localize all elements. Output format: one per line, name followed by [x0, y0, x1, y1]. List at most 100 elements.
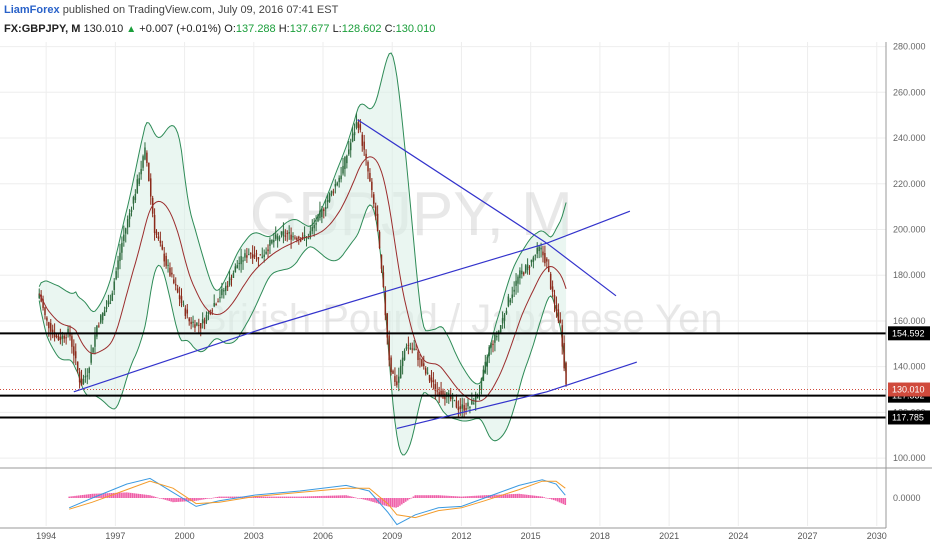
- x-tick-label: 2027: [798, 531, 818, 541]
- macd-histogram-bar: [354, 497, 357, 499]
- candle-body: [228, 277, 231, 285]
- current-price-tag: [888, 382, 930, 397]
- macd-histogram-bar: [327, 495, 330, 498]
- candle-body: [465, 408, 467, 410]
- bollinger-upper-band: [38, 52, 567, 385]
- candle-body: [357, 122, 360, 128]
- author-link[interactable]: LiamForex: [4, 4, 60, 16]
- candle-body: [119, 252, 121, 262]
- macd-histogram-bar: [216, 496, 219, 498]
- macd-histogram-bar: [291, 496, 294, 498]
- macd-histogram-bar: [326, 495, 328, 498]
- candle-body: [340, 175, 342, 180]
- macd-histogram-bar: [337, 495, 340, 498]
- macd-histogram-bar: [154, 496, 157, 498]
- macd-histogram-bar: [520, 494, 522, 498]
- macd-histogram-bar: [481, 495, 484, 498]
- x-tick-label: 2018: [590, 531, 610, 541]
- candle-body: [403, 350, 406, 360]
- candle-body: [563, 342, 565, 369]
- macd-histogram-bar: [349, 496, 351, 498]
- candle-body: [432, 380, 435, 383]
- macd-histogram-bar: [452, 496, 455, 498]
- macd-histogram-bar: [229, 496, 232, 498]
- macd-histogram-bar: [335, 495, 338, 498]
- candle-body: [461, 404, 463, 409]
- macd-histogram-bar: [316, 496, 319, 498]
- macd-histogram-bar: [531, 495, 534, 498]
- candle-body: [155, 231, 158, 235]
- time-axis[interactable]: 1994 1997 2000 2003 2006 2009 2012 2015 2018 2021…: [36, 531, 887, 541]
- candle-body: [513, 289, 515, 292]
- macd-histogram-bar: [70, 496, 72, 498]
- macd-histogram-bar: [424, 495, 426, 498]
- macd-histogram-bar: [74, 495, 76, 498]
- candle-body: [273, 239, 275, 243]
- macd-histogram-bar: [228, 496, 230, 498]
- open-label: O:: [224, 23, 236, 35]
- candle-body: [265, 251, 267, 254]
- macd-histogram-bar: [374, 498, 376, 503]
- candle-body: [176, 288, 179, 293]
- macd-histogram-bar: [391, 498, 394, 508]
- x-tick-label: 2012: [451, 531, 471, 541]
- level-price-label: 154.592: [892, 328, 925, 338]
- macd-histogram-bar: [489, 494, 492, 498]
- candle-body: [532, 257, 535, 262]
- candle-body: [201, 319, 204, 324]
- candle-body: [182, 303, 185, 305]
- candle-body: [330, 190, 333, 195]
- candle-body: [428, 374, 431, 381]
- candle-body: [374, 206, 377, 216]
- macd-histogram-bar: [393, 498, 395, 508]
- macd-histogram-bar: [304, 496, 307, 498]
- candle-body: [371, 181, 373, 191]
- candle-body: [48, 322, 50, 329]
- macd-histogram-bar: [535, 495, 538, 498]
- macd-histogram-bar: [462, 496, 465, 498]
- publish-info: published on TradingView.com, July 09, 2…: [62, 4, 339, 16]
- macd-histogram-bar: [293, 496, 295, 498]
- high-value: 137.677: [289, 23, 330, 35]
- macd-histogram-bar: [178, 498, 180, 502]
- candle-body: [490, 342, 492, 348]
- candle-body: [286, 232, 289, 235]
- candle-body: [534, 255, 537, 257]
- y-tick-label: 140.000: [893, 362, 926, 372]
- trend-line[interactable]: [73, 210, 631, 393]
- macd-histogram-bar: [506, 494, 509, 498]
- candle-body: [98, 325, 100, 327]
- trend-line[interactable]: [357, 119, 617, 297]
- candle-body: [55, 335, 58, 337]
- candle-body: [217, 301, 219, 303]
- macd-histogram-bar: [514, 493, 517, 498]
- macd-histogram-bar: [564, 498, 567, 505]
- macd-histogram-bar: [243, 496, 245, 498]
- candle-body: [163, 253, 165, 262]
- candle-body: [315, 223, 317, 225]
- macd-histogram-bar: [333, 495, 336, 498]
- candle-body: [328, 193, 331, 202]
- macd-histogram-bar: [533, 495, 536, 498]
- macd-histogram-bar: [308, 496, 311, 498]
- macd-histogram-bar: [224, 496, 226, 498]
- candle-body: [257, 257, 260, 260]
- macd-histogram-bar: [458, 496, 461, 498]
- macd-histogram-bar: [166, 498, 169, 501]
- macd-histogram-bar: [85, 494, 88, 498]
- macd-histogram-bar: [537, 496, 540, 498]
- macd-histogram-bar: [170, 498, 172, 502]
- trend-line[interactable]: [396, 361, 637, 429]
- macd-histogram-bar: [543, 497, 545, 498]
- candle-body: [369, 172, 371, 182]
- macd-histogram-bar: [201, 498, 203, 500]
- trend-lines[interactable]: [73, 119, 637, 429]
- symbol-label[interactable]: FX:GBPJPY, M: [4, 23, 81, 35]
- macd-histogram-bar: [222, 496, 224, 498]
- macd-histogram-bar: [343, 495, 345, 498]
- macd-histogram-bar: [370, 498, 372, 502]
- candle-body: [111, 293, 114, 301]
- candle-body: [405, 346, 408, 349]
